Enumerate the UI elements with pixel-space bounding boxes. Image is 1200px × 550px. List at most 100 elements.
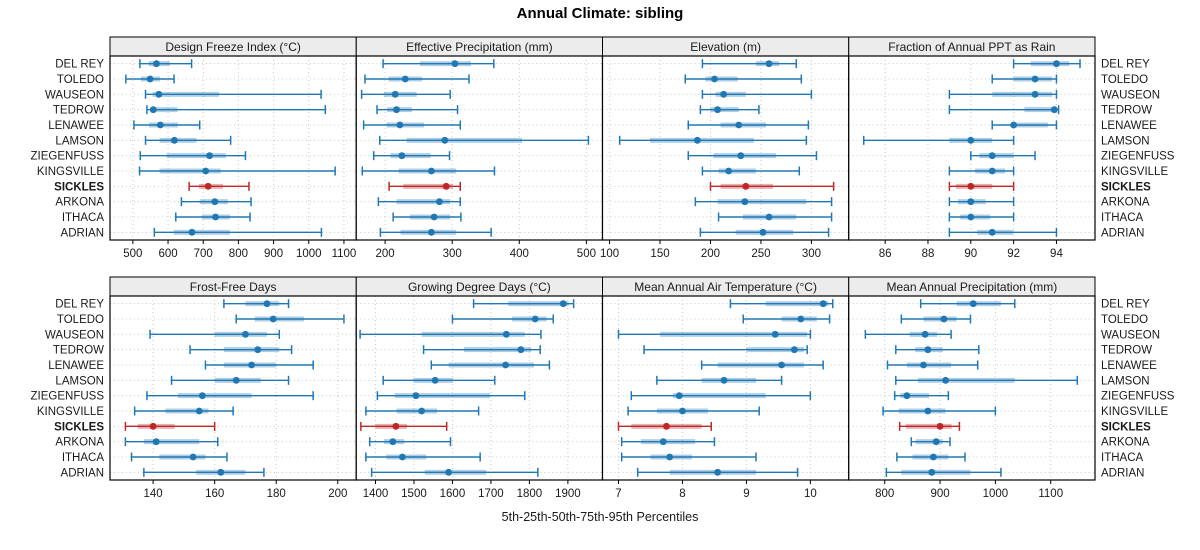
median-dot bbox=[156, 121, 164, 129]
median-dot bbox=[659, 438, 667, 446]
median-dot bbox=[188, 228, 196, 236]
figure-title: Annual Climate: sibling bbox=[516, 5, 684, 22]
x-tick-label: 900 bbox=[930, 488, 949, 500]
category-label-left: TEDROW bbox=[53, 345, 104, 357]
percentile-row-ziegenfuss bbox=[376, 391, 526, 401]
percentile-row-ithaca bbox=[717, 212, 833, 222]
percentile-row-tedrow bbox=[895, 345, 980, 355]
x-tick-label: 1000 bbox=[296, 248, 322, 260]
percentile-row-adrian bbox=[885, 467, 1002, 477]
median-dot bbox=[679, 407, 686, 415]
median-dot bbox=[398, 152, 406, 160]
median-dot bbox=[778, 361, 785, 369]
percentile-row-lamson bbox=[382, 375, 496, 385]
median-dot bbox=[924, 407, 932, 415]
category-label-left: DEL REY bbox=[55, 299, 104, 311]
median-dot bbox=[735, 121, 743, 129]
percentile-row-lenawee bbox=[362, 120, 462, 130]
median-dot bbox=[759, 228, 767, 236]
percentile-row-tedrow bbox=[189, 345, 293, 355]
median-dot bbox=[149, 422, 157, 430]
median-dot bbox=[155, 90, 163, 98]
category-label-left: TOLEDO bbox=[57, 314, 104, 326]
median-dot bbox=[202, 167, 210, 175]
percentile-row-del-rey bbox=[701, 59, 798, 69]
median-dot bbox=[152, 438, 160, 446]
median-dot bbox=[1031, 75, 1039, 83]
category-label-left: SICKLES bbox=[54, 181, 104, 193]
percentile-row-tedrow bbox=[422, 345, 541, 355]
median-dot bbox=[248, 361, 255, 369]
median-dot bbox=[189, 453, 197, 461]
panel-bg bbox=[602, 296, 849, 480]
percentile-row-kingsville bbox=[701, 166, 801, 176]
category-label-right: KINGSVILLE bbox=[1101, 166, 1168, 178]
percentile-row-arkona bbox=[694, 197, 833, 207]
percentile-row-sickles bbox=[617, 421, 712, 431]
x-tick-label: 1600 bbox=[440, 488, 466, 500]
category-label-left: DEL REY bbox=[55, 59, 104, 71]
percentile-row-sickles bbox=[124, 421, 216, 431]
percentile-row-toledo bbox=[900, 314, 972, 324]
x-tick-label: 1900 bbox=[555, 488, 581, 500]
panel-strip-title: Growing Degree Days (°C) bbox=[408, 280, 551, 294]
median-dot bbox=[765, 213, 773, 221]
percentile-row-toledo bbox=[991, 74, 1058, 84]
median-dot bbox=[771, 330, 779, 338]
category-label-left: LAMSON bbox=[55, 375, 104, 387]
percentile-row-ithaca bbox=[365, 452, 481, 462]
percentile-row-arkona bbox=[368, 437, 452, 447]
panel-strip-title: Effective Precipitation (mm) bbox=[406, 40, 553, 54]
x-tick-label: 200 bbox=[376, 248, 395, 260]
category-label-left: ZIEGENFUSS bbox=[31, 391, 105, 403]
x-tick-label: 300 bbox=[802, 248, 821, 260]
percentile-row-toledo bbox=[451, 314, 554, 324]
median-dot bbox=[502, 330, 510, 338]
median-dot bbox=[396, 121, 404, 129]
category-label-right: TEDROW bbox=[1101, 345, 1152, 357]
percentile-row-ithaca bbox=[392, 212, 462, 222]
category-label-right: LENAWEE bbox=[1101, 120, 1157, 132]
percentile-row-toledo bbox=[364, 74, 470, 84]
median-dot bbox=[790, 346, 798, 354]
x-tick-label: 250 bbox=[751, 248, 770, 260]
percentile-row-wauseon bbox=[948, 89, 1058, 99]
category-label-right: WAUSEON bbox=[1101, 89, 1160, 101]
percentile-row-sickles bbox=[360, 421, 448, 431]
percentile-row-sickles bbox=[898, 421, 961, 431]
percentile-row-tedrow bbox=[699, 105, 760, 115]
x-tick-label: 200 bbox=[701, 248, 720, 260]
x-tick-label: 1100 bbox=[332, 248, 357, 260]
category-label-left: ITHACA bbox=[62, 452, 105, 464]
median-dot bbox=[212, 213, 219, 221]
median-dot bbox=[675, 392, 683, 400]
x-tick-label: 1400 bbox=[363, 488, 389, 500]
median-dot bbox=[431, 376, 439, 384]
x-tick-label: 90 bbox=[964, 248, 977, 260]
percentile-row-lamson bbox=[656, 375, 783, 385]
x-tick-label: 100 bbox=[600, 248, 619, 260]
percentile-row-adrian bbox=[699, 227, 830, 237]
median-dot bbox=[204, 182, 212, 190]
percentile-row-lamson bbox=[144, 135, 232, 145]
median-dot bbox=[502, 361, 509, 369]
category-label-left: WAUSEON bbox=[45, 329, 104, 341]
category-label-left: KINGSVILLE bbox=[37, 406, 104, 418]
percentile-row-tedrow bbox=[643, 345, 808, 355]
percentile-row-kingsville bbox=[627, 406, 760, 416]
category-label-right: ZIEGENFUSS bbox=[1101, 151, 1175, 163]
percentile-row-wauseon bbox=[617, 329, 812, 339]
percentile-row-tedrow bbox=[948, 105, 1060, 115]
percentile-row-del-rey bbox=[223, 299, 290, 309]
median-dot bbox=[254, 346, 262, 354]
percentile-row-sickles bbox=[948, 181, 1015, 191]
x-tick-label: 500 bbox=[577, 248, 596, 260]
percentile-row-arkona bbox=[180, 197, 252, 207]
panel-mean-annual-air-temperature-c: Mean Annual Air Temperature (°C) 7 8 9 10 bbox=[601, 276, 850, 500]
percentile-row-ithaca bbox=[896, 452, 966, 462]
x-tick-label: 800 bbox=[229, 248, 248, 260]
percentile-row-adrian bbox=[379, 227, 492, 237]
median-dot bbox=[153, 60, 160, 68]
